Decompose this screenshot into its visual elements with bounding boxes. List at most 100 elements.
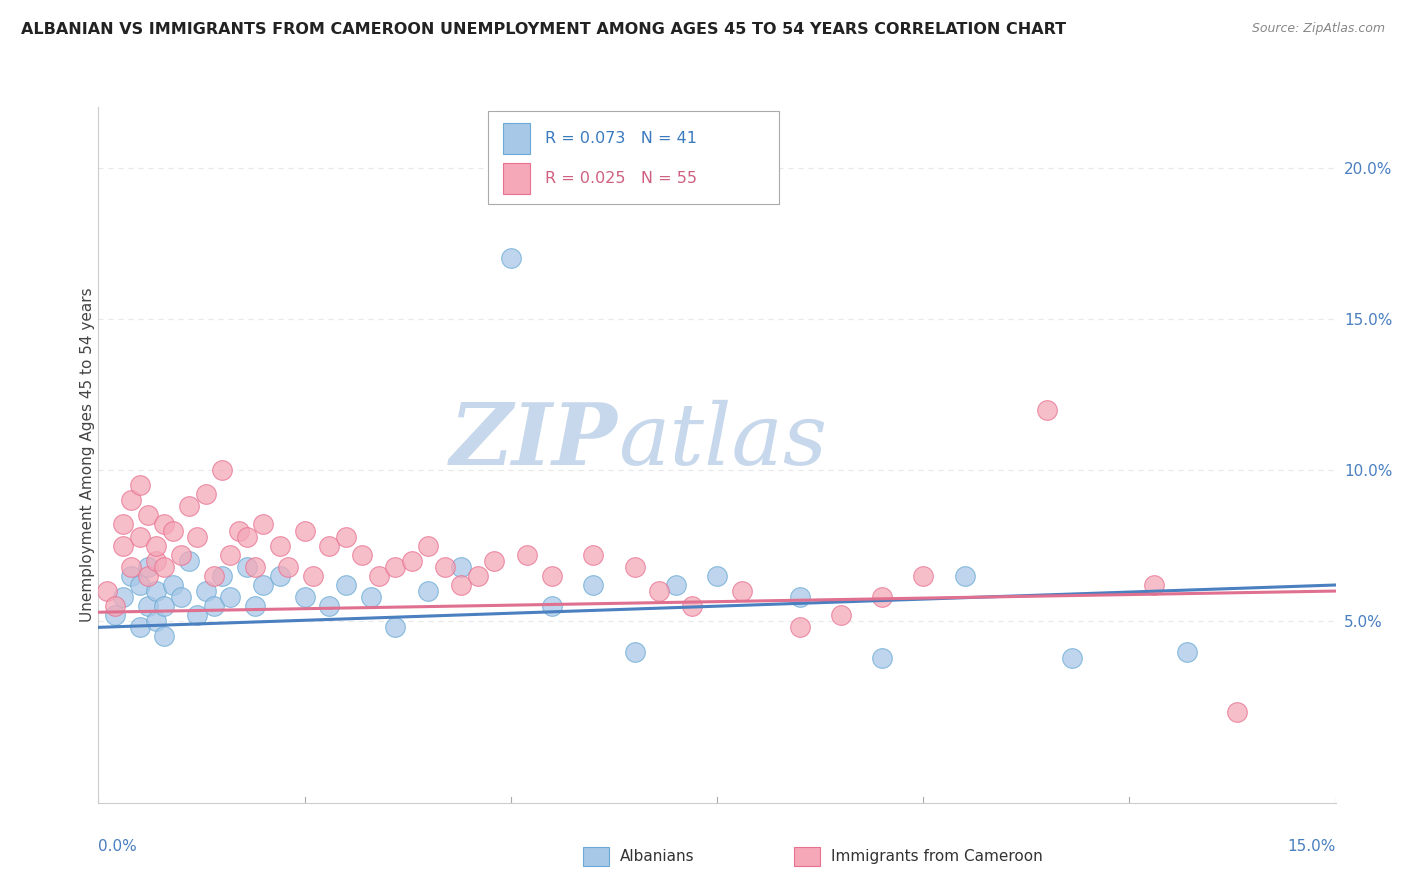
Point bbox=[294, 524, 316, 538]
Point bbox=[202, 569, 225, 583]
Point bbox=[136, 559, 159, 574]
Point bbox=[870, 650, 893, 665]
Point bbox=[179, 554, 201, 568]
Text: Albanians: Albanians bbox=[620, 849, 695, 863]
Text: R = 0.073   N = 41: R = 0.073 N = 41 bbox=[546, 131, 697, 146]
Point bbox=[401, 554, 423, 568]
Point bbox=[367, 569, 389, 583]
Text: R = 0.025   N = 55: R = 0.025 N = 55 bbox=[546, 171, 697, 186]
Point bbox=[731, 584, 754, 599]
Point bbox=[360, 590, 382, 604]
Point bbox=[186, 530, 208, 544]
Point bbox=[252, 578, 274, 592]
Text: 0.0%: 0.0% bbox=[98, 839, 138, 855]
Point bbox=[384, 620, 406, 634]
Point bbox=[623, 644, 645, 658]
Point bbox=[112, 590, 135, 604]
Point bbox=[830, 608, 852, 623]
Point bbox=[541, 599, 564, 614]
Point bbox=[153, 559, 176, 574]
Point bbox=[162, 578, 184, 592]
Point bbox=[1036, 402, 1059, 417]
Point bbox=[128, 578, 150, 592]
Text: 15.0%: 15.0% bbox=[1288, 839, 1336, 855]
Point bbox=[335, 578, 357, 592]
Point bbox=[120, 559, 142, 574]
Point bbox=[1226, 705, 1249, 719]
Point bbox=[484, 554, 506, 568]
Text: ALBANIAN VS IMMIGRANTS FROM CAMEROON UNEMPLOYMENT AMONG AGES 45 TO 54 YEARS CORR: ALBANIAN VS IMMIGRANTS FROM CAMEROON UNE… bbox=[21, 22, 1066, 37]
Point bbox=[170, 548, 193, 562]
Point bbox=[418, 584, 440, 599]
Point bbox=[384, 559, 406, 574]
Point bbox=[467, 569, 489, 583]
Point bbox=[623, 559, 645, 574]
Point bbox=[269, 569, 291, 583]
Point bbox=[170, 590, 193, 604]
Point bbox=[120, 569, 142, 583]
Point bbox=[433, 559, 456, 574]
Point bbox=[194, 584, 217, 599]
Point bbox=[516, 548, 538, 562]
Point bbox=[153, 629, 176, 643]
Point bbox=[219, 548, 242, 562]
Text: ZIP: ZIP bbox=[450, 400, 619, 483]
Point bbox=[450, 578, 472, 592]
Point bbox=[318, 539, 340, 553]
Point bbox=[318, 599, 340, 614]
Point bbox=[104, 608, 127, 623]
Point bbox=[789, 590, 811, 604]
Point bbox=[162, 524, 184, 538]
Point bbox=[418, 539, 440, 553]
Point bbox=[665, 578, 688, 592]
Point bbox=[352, 548, 374, 562]
Point bbox=[194, 487, 217, 501]
Point bbox=[96, 584, 118, 599]
Point bbox=[145, 584, 167, 599]
Point bbox=[953, 569, 976, 583]
Point bbox=[582, 548, 605, 562]
Point bbox=[104, 599, 127, 614]
Point bbox=[499, 252, 522, 266]
Point bbox=[236, 559, 259, 574]
Point bbox=[302, 569, 325, 583]
Point bbox=[153, 517, 176, 532]
Y-axis label: Unemployment Among Ages 45 to 54 years: Unemployment Among Ages 45 to 54 years bbox=[80, 287, 94, 623]
FancyBboxPatch shape bbox=[488, 111, 779, 204]
Point bbox=[243, 599, 266, 614]
Point bbox=[1143, 578, 1166, 592]
Point bbox=[269, 539, 291, 553]
Point bbox=[128, 620, 150, 634]
Point bbox=[145, 615, 167, 629]
Point bbox=[236, 530, 259, 544]
Point bbox=[1060, 650, 1083, 665]
Point bbox=[648, 584, 671, 599]
Point bbox=[136, 508, 159, 523]
Point bbox=[128, 530, 150, 544]
Point bbox=[912, 569, 935, 583]
Point bbox=[145, 539, 167, 553]
Point bbox=[228, 524, 250, 538]
Text: Immigrants from Cameroon: Immigrants from Cameroon bbox=[831, 849, 1043, 863]
Point bbox=[541, 569, 564, 583]
Point bbox=[450, 559, 472, 574]
Point bbox=[136, 599, 159, 614]
Point bbox=[582, 578, 605, 592]
Point bbox=[202, 599, 225, 614]
Point bbox=[186, 608, 208, 623]
Text: atlas: atlas bbox=[619, 400, 827, 483]
Point bbox=[335, 530, 357, 544]
Point bbox=[277, 559, 299, 574]
Point bbox=[145, 554, 167, 568]
Point bbox=[789, 620, 811, 634]
FancyBboxPatch shape bbox=[503, 163, 530, 194]
Point bbox=[706, 569, 728, 583]
Point bbox=[219, 590, 242, 604]
Point bbox=[120, 493, 142, 508]
Point bbox=[681, 599, 703, 614]
Point bbox=[243, 559, 266, 574]
Point bbox=[136, 569, 159, 583]
Point bbox=[112, 517, 135, 532]
Point bbox=[252, 517, 274, 532]
Point bbox=[870, 590, 893, 604]
